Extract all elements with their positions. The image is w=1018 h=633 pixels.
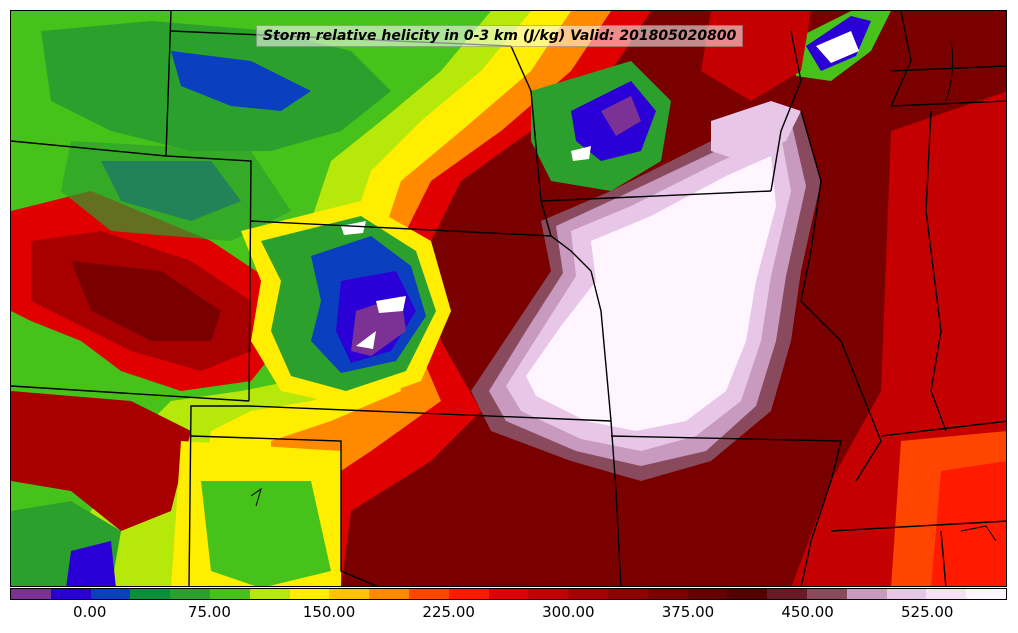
water-outlines (250, 40, 997, 542)
colorbar-swatch (846, 589, 887, 599)
map-title: Storm relative helicity in 0-3 km (J/kg)… (256, 25, 744, 47)
colorbar-swatch (50, 589, 91, 599)
colorbar-swatch (11, 589, 51, 599)
colorbar (10, 588, 1007, 600)
colorbar-swatch (408, 589, 449, 599)
region-east-bright (931, 461, 1006, 586)
region-kansas-white1 (376, 296, 406, 313)
colorbar-swatch (687, 589, 728, 599)
region-lower-left-red (11, 391, 191, 531)
colorbar-swatch (647, 589, 688, 599)
region-far-southwest-blue (66, 541, 116, 586)
colorbar-tick-label: 450.00 (781, 603, 834, 621)
colorbar-tick-label: 150.00 (302, 603, 356, 621)
colorbar-tick-label: 525.00 (900, 603, 954, 621)
colorbar-tick-label: 375.00 (661, 603, 715, 621)
region-north-blue (171, 51, 311, 111)
colorbar-swatch (90, 589, 131, 599)
region-northeast-white (816, 31, 859, 63)
colorbar-tick-label: 300.00 (542, 603, 595, 621)
colorbar-swatch (767, 589, 807, 599)
region-north-green2 (61, 141, 291, 241)
colorbar-tick-label: 225.00 (422, 603, 475, 621)
region-southwest-core (71, 261, 221, 341)
colorbar-swatch (170, 589, 210, 599)
map-frame: Storm relative helicity in 0-3 km (J/kg)… (10, 10, 1007, 587)
colorbar-swatch (727, 589, 768, 599)
region-missouri-tail (711, 101, 801, 161)
colorbar-swatch (806, 589, 847, 599)
colorbar-swatch (886, 589, 927, 599)
colorbar-tick-label: 75.00 (187, 603, 231, 621)
region-midwest-white (571, 146, 591, 161)
colorbar-swatch (528, 589, 569, 599)
colorbar-swatch (209, 589, 250, 599)
colorbar-swatch (488, 589, 529, 599)
colorbar-swatch (369, 589, 409, 599)
colorbar-swatch (926, 589, 967, 599)
colorbar-swatch (568, 589, 608, 599)
colorbar-swatch (966, 589, 1006, 599)
colorbar-tick-label: 0.00 (73, 603, 107, 621)
colorbar-ticks: 0.00 75.00 150.00 225.00 300.00 375.00 450.00 5… (10, 603, 1007, 625)
colorbar-swatch (289, 589, 330, 599)
colorbar-swatch (249, 589, 290, 599)
colorbar-swatch (130, 589, 171, 599)
colorbar-swatch (607, 589, 648, 599)
helicity-map (11, 11, 1006, 586)
region-missouri-white (526, 156, 776, 431)
colorbar-swatch (448, 589, 489, 599)
region-kansas-white3 (341, 221, 366, 235)
region-new-mexico-green (201, 481, 331, 586)
region-midwest-purple (601, 96, 641, 136)
colorbar-swatch (329, 589, 370, 599)
region-kansas-white2 (356, 331, 376, 349)
